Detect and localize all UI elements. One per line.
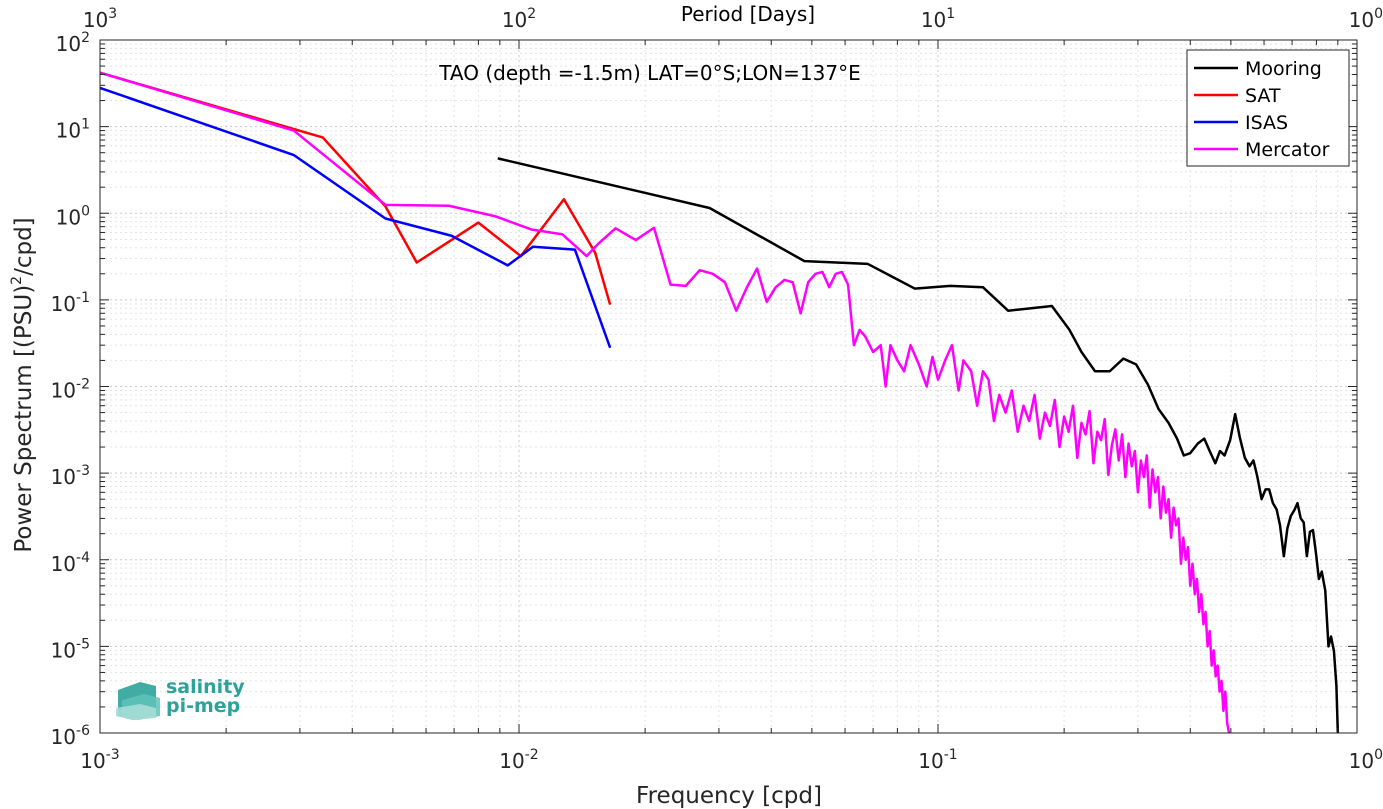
y-tick-label: 10-1	[51, 290, 90, 316]
y-tick-label-exp: 0	[81, 203, 90, 219]
series-lines	[99, 71, 1340, 734]
y-tick-label: 10-2	[51, 377, 90, 403]
top-tick-label-base: 10	[83, 8, 108, 32]
y-tick-label: 102	[56, 30, 90, 56]
x-tick-label-exp: -1	[944, 747, 958, 763]
top-tick-label-base: 10	[921, 8, 946, 32]
y-tick-label-exp: -5	[76, 636, 90, 652]
y-tick-label: 10-4	[51, 550, 91, 576]
x-tick-label-base: 10	[499, 749, 524, 773]
top-tick-label: 102	[502, 6, 536, 32]
chart-annotation: TAO (depth =-1.5m) LAT=0°S;LON=137°E	[438, 61, 860, 85]
y-tick-label-base: 10	[56, 119, 81, 143]
top-tick-label: 100	[1349, 6, 1383, 32]
legend-label-mooring: Mooring	[1245, 58, 1322, 80]
x-tick-label-exp: 0	[1374, 747, 1383, 763]
y-tick-label-base: 10	[51, 638, 76, 662]
top-axis-title: Period [Days]	[681, 2, 815, 26]
x-tick-label-exp: -3	[106, 747, 120, 763]
top-tick-label-exp: 0	[1374, 6, 1383, 22]
x-tick-label-exp: -2	[525, 747, 539, 763]
x-tick-label: 10-3	[80, 747, 119, 773]
x-tick-label: 10-2	[499, 747, 538, 773]
x-tick-labels: 10-3 10-2 10-1 100	[80, 747, 1383, 773]
plot-frame	[99, 39, 1358, 734]
y-tick-label-exp: -3	[76, 463, 90, 479]
top-tick-label-exp: 2	[527, 6, 536, 22]
legend-box	[1186, 49, 1350, 167]
y-axis-title-tail: /cpd]	[11, 217, 37, 276]
y-tick-label-exp: 2	[81, 30, 90, 46]
y-axis-title-main: Power Spectrum [(PSU)	[11, 285, 37, 553]
y-tick-label-exp: 1	[81, 117, 90, 133]
legend-label-sat: SAT	[1245, 85, 1281, 107]
top-tick-labels: 103 102 101 100	[83, 6, 1383, 32]
logo-text-line2: pi-mep	[166, 695, 240, 717]
y-tick-label-base: 10	[51, 292, 76, 316]
y-axis-title: Power Spectrum [(PSU)2/cpd]	[9, 217, 37, 552]
x-tick-label-base: 10	[918, 749, 943, 773]
legend-label-isas: ISAS	[1245, 112, 1288, 134]
y-axis-title-sup: 2	[9, 276, 25, 285]
series-line-sat	[99, 71, 612, 306]
legend: Mooring SAT ISAS Mercator	[1186, 49, 1350, 167]
series-line-isas	[99, 86, 612, 349]
y-tick-label-exp: -2	[76, 377, 90, 393]
y-tick-label-base: 10	[51, 379, 76, 403]
top-tick-label: 103	[83, 6, 117, 32]
x-tick-label-base: 10	[1349, 749, 1374, 773]
y-tick-label: 10-5	[51, 636, 90, 662]
top-tick-label: 101	[921, 6, 955, 32]
y-tick-label: 100	[56, 203, 90, 229]
logo-emblem-icon	[116, 682, 160, 720]
logo-text-line1: salinity	[166, 676, 245, 698]
x-tick-label: 10-1	[918, 747, 957, 773]
top-tick-label-base: 10	[502, 8, 527, 32]
salinity-pi-mep-logo: salinity pi-mep	[116, 676, 245, 720]
grid	[99, 40, 1357, 734]
y-tick-label-base: 10	[51, 552, 76, 576]
x-tick-label-base: 10	[80, 749, 105, 773]
y-tick-label: 101	[56, 117, 90, 143]
tick-marks	[99, 39, 1358, 734]
x-axis-title: Frequency [cpd]	[636, 783, 822, 809]
y-tick-label-exp: -4	[76, 550, 90, 566]
top-tick-label-exp: 3	[108, 6, 117, 22]
y-tick-label-exp: -6	[76, 723, 90, 739]
x-tick-label: 100	[1349, 747, 1383, 773]
y-tick-label: 10-3	[51, 463, 90, 489]
legend-label-mercator: Mercator	[1245, 139, 1330, 161]
top-tick-label-base: 10	[1349, 8, 1374, 32]
top-tick-label-exp: 1	[946, 6, 955, 22]
y-tick-label-exp: -1	[76, 290, 90, 306]
series-line-mercator	[99, 71, 1231, 734]
y-tick-label-base: 10	[51, 465, 76, 489]
y-tick-label-base: 10	[51, 725, 76, 749]
y-tick-label-base: 10	[56, 205, 81, 229]
y-tick-label-base: 10	[56, 32, 81, 56]
y-tick-label: 10-6	[51, 723, 91, 749]
series-line-mooring	[497, 157, 1340, 734]
